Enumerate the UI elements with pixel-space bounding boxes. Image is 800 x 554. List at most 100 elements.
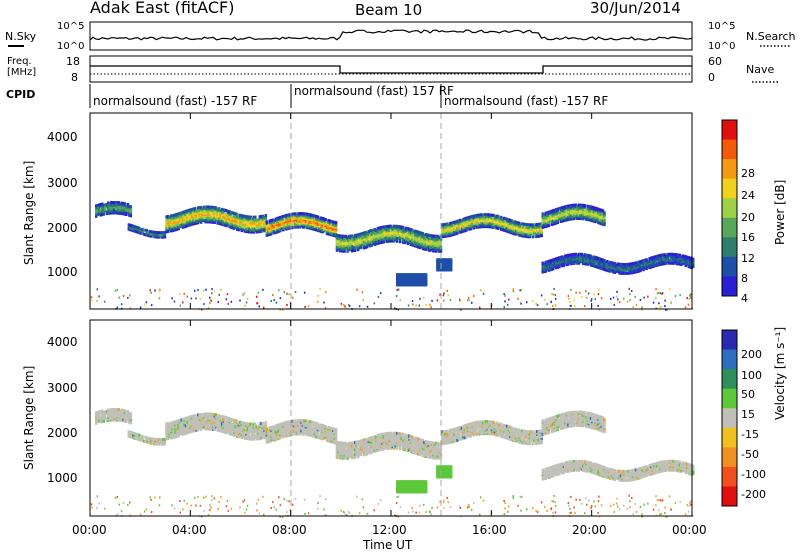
power-cell <box>279 308 281 311</box>
power-cell <box>571 253 575 257</box>
power-cell <box>474 218 477 222</box>
power-cell <box>285 223 288 226</box>
power-cell <box>436 299 439 302</box>
power-cell <box>157 231 161 235</box>
power-ytick-3000: 3000 <box>47 176 78 190</box>
power-cell <box>449 299 452 302</box>
power-cell <box>475 213 479 217</box>
power-cell <box>126 203 130 206</box>
power-cell <box>655 254 659 258</box>
power-cell <box>442 223 446 227</box>
power-cell <box>597 293 600 296</box>
power-cell <box>559 206 563 210</box>
velocity-cell <box>126 410 130 413</box>
power-cell <box>338 234 342 238</box>
power-cell <box>114 210 118 213</box>
power-cell <box>459 218 462 222</box>
power-cell <box>214 206 218 210</box>
power-cell <box>414 280 418 283</box>
power-cell <box>417 274 420 278</box>
power-cell <box>125 211 128 215</box>
power-cell <box>263 215 266 219</box>
power-cell <box>568 253 572 257</box>
power-cell <box>629 299 631 302</box>
power-cell <box>532 300 534 302</box>
power-cell <box>246 297 249 300</box>
power-cell <box>288 213 291 217</box>
velocity-cell <box>186 420 189 424</box>
power-cell <box>412 280 415 283</box>
power-cell <box>352 246 355 250</box>
power-cell <box>554 293 556 296</box>
power-cell <box>397 288 400 291</box>
power-cell <box>417 278 420 282</box>
velocity-cell <box>129 415 133 419</box>
power-cell <box>550 209 553 213</box>
power-cell <box>404 278 408 282</box>
velocity-cell <box>123 413 127 417</box>
velocity-cell <box>129 430 132 434</box>
power-cell <box>637 263 641 267</box>
power-cell <box>687 263 690 267</box>
velocity-cell <box>291 424 294 428</box>
power-cell <box>407 276 410 280</box>
power-cell <box>567 212 570 216</box>
power-cell <box>344 242 348 246</box>
power-cell <box>442 260 445 263</box>
power-cell <box>628 262 632 266</box>
power-cell <box>597 304 599 307</box>
power-cell <box>318 227 321 231</box>
power-cell <box>460 227 464 231</box>
power-cell <box>371 235 375 239</box>
power-cell <box>119 205 122 209</box>
power-cell <box>442 263 445 267</box>
power-cell <box>419 280 423 283</box>
power-cell <box>401 281 404 285</box>
power-cell <box>547 262 550 266</box>
power-cell <box>399 225 402 229</box>
power-cell <box>689 256 692 260</box>
power-cell <box>304 215 308 219</box>
power-cell <box>625 267 629 271</box>
power-cell <box>251 217 254 221</box>
power-cell <box>419 283 423 287</box>
velocity-cell <box>113 408 116 411</box>
power-cell <box>404 280 408 283</box>
power-cell <box>622 263 626 266</box>
power-cell <box>444 260 448 263</box>
velocity-cell <box>123 418 127 422</box>
power-cell <box>473 294 475 297</box>
power-cell <box>546 267 549 271</box>
power-cell <box>162 234 165 238</box>
power-cell <box>96 203 99 207</box>
power-cell <box>666 258 669 262</box>
power-cell <box>423 281 427 285</box>
power-cell <box>558 256 561 260</box>
power-cell <box>686 297 688 300</box>
noise-search-label: N.Search <box>746 30 796 43</box>
power-cell <box>135 225 138 229</box>
power-cell <box>567 295 570 297</box>
power-cell <box>468 298 470 301</box>
velocity-cell <box>223 423 227 427</box>
power-cell <box>522 228 525 232</box>
power-cell <box>204 205 207 209</box>
velocity-cell <box>285 430 288 433</box>
power-cell <box>213 210 216 214</box>
power-cell <box>504 294 506 297</box>
power-cell <box>313 214 317 218</box>
power-cell <box>555 264 558 268</box>
velocity-cell <box>174 420 177 424</box>
power-cell <box>448 222 452 225</box>
velocity-cell <box>136 437 140 441</box>
power-cell <box>370 236 373 240</box>
power-cell <box>423 280 427 283</box>
power-cell <box>321 217 324 220</box>
velocity-cell <box>116 408 119 412</box>
power-cell <box>412 303 414 306</box>
power-cell <box>398 273 401 277</box>
power-cell <box>361 239 364 243</box>
power-cell <box>252 229 255 233</box>
power-cell <box>444 263 448 267</box>
power-cell <box>211 205 215 209</box>
